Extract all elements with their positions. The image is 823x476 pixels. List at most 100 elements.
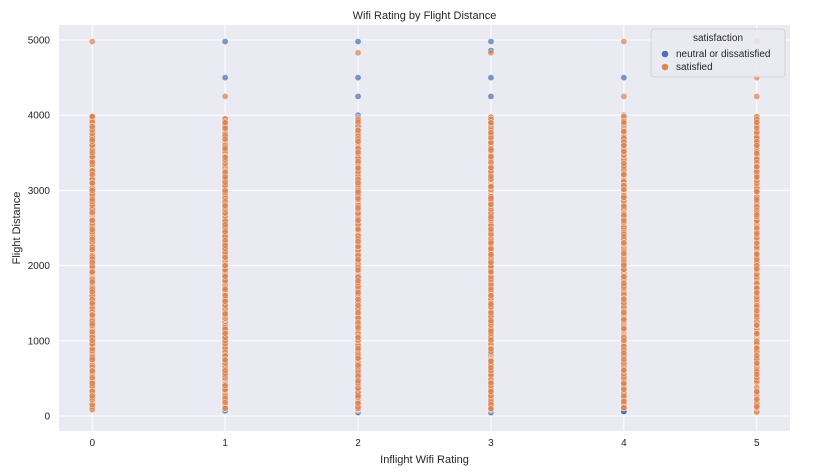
data-point-satisfied (354, 361, 362, 369)
y-axis-label: Flight Distance (11, 192, 23, 265)
data-point-satisfied (753, 289, 761, 296)
data-point-satisfied (88, 311, 96, 319)
data-point-satisfied (221, 310, 229, 318)
legend-box (650, 28, 786, 78)
data-point-satisfied (221, 173, 229, 181)
data-point-satisfied (620, 202, 628, 210)
data-point-satisfied (753, 330, 761, 337)
data-point-satisfied (221, 153, 229, 161)
data-point-satisfied (221, 93, 229, 100)
data-point-satisfied (753, 93, 761, 100)
data-point-satisfied (354, 189, 362, 196)
data-point-satisfied (487, 309, 495, 317)
data-point-satisfied (620, 119, 628, 127)
data-point-satisfied (88, 374, 96, 382)
data-point-satisfied (487, 239, 495, 247)
data-point-satisfied (487, 405, 495, 412)
data-point-satisfied (221, 125, 229, 132)
data-point-satisfied (88, 123, 96, 131)
data-point-satisfied (487, 195, 495, 202)
data-point-satisfied (354, 164, 362, 172)
data-point-satisfied (221, 135, 229, 143)
data-point-satisfied (487, 292, 495, 299)
data-point-satisfied (354, 377, 362, 385)
chart-title: Wifi Rating by Flight Distance (353, 10, 497, 22)
data-point-satisfied (354, 137, 362, 145)
data-point-satisfied (620, 232, 628, 240)
data-point-neutral (354, 93, 362, 100)
data-point-satisfied (620, 38, 628, 45)
data-point-satisfied (487, 119, 495, 126)
data-point-satisfied (487, 225, 495, 233)
data-point-satisfied (487, 364, 495, 372)
data-point-satisfied (354, 399, 362, 407)
legend-marker-satisfied (661, 63, 669, 71)
data-point-satisfied (88, 328, 96, 336)
data-point-satisfied (88, 195, 96, 203)
data-point-satisfied (753, 307, 761, 314)
data-point-satisfied (354, 179, 362, 187)
data-point-satisfied (88, 217, 96, 224)
y-tick-label: 4000 (28, 111, 51, 122)
data-point-neutral (354, 38, 362, 45)
data-point-satisfied (753, 163, 761, 171)
data-point-satisfied (487, 317, 495, 325)
x-tick-label: 2 (355, 438, 361, 449)
data-point-satisfied (354, 309, 362, 316)
x-tick-label: 3 (488, 438, 494, 449)
data-point-neutral (221, 38, 229, 45)
data-point-satisfied (88, 367, 96, 375)
data-point-satisfied (354, 148, 362, 156)
data-point-satisfied (221, 286, 229, 293)
data-point-satisfied (753, 403, 761, 410)
data-point-satisfied (620, 309, 628, 316)
data-point-satisfied (354, 49, 362, 57)
data-point-neutral (487, 93, 495, 100)
data-point-satisfied (620, 239, 628, 247)
y-tick-label: 5000 (28, 36, 51, 47)
x-axis-label: Inflight Wifi Rating (380, 454, 469, 466)
data-point-satisfied (753, 344, 761, 352)
data-point-satisfied (88, 278, 96, 286)
data-point-satisfied (487, 49, 495, 57)
data-point-satisfied (354, 323, 362, 331)
data-point-satisfied (487, 146, 495, 154)
data-point-neutral (620, 74, 628, 81)
data-point-satisfied (221, 367, 229, 374)
data-point-satisfied (620, 171, 628, 178)
data-point-satisfied (620, 316, 628, 323)
y-tick-label: 2000 (28, 261, 51, 272)
data-point-satisfied (487, 259, 495, 266)
data-point-satisfied (487, 358, 495, 365)
x-tick-label: 5 (754, 438, 760, 449)
data-point-satisfied (354, 204, 362, 212)
data-point-satisfied (221, 187, 229, 194)
data-point-satisfied (620, 262, 628, 269)
data-point-satisfied (221, 399, 229, 406)
data-point-satisfied (88, 136, 96, 143)
data-point-satisfied (487, 164, 495, 172)
data-point-satisfied (221, 382, 229, 390)
legend-label-satisfied: satisfied (676, 62, 713, 73)
data-point-satisfied (753, 118, 761, 126)
data-point-satisfied (620, 217, 628, 224)
data-point-satisfied (354, 217, 362, 225)
data-point-satisfied (221, 262, 229, 270)
data-point-satisfied (753, 188, 761, 195)
y-tick-label: 1000 (28, 336, 51, 347)
data-point-satisfied (88, 149, 96, 157)
data-point-satisfied (620, 147, 628, 155)
data-point-satisfied (354, 225, 362, 233)
data-point-satisfied (221, 356, 229, 364)
data-point-satisfied (354, 238, 362, 245)
data-point-satisfied (221, 273, 229, 280)
data-point-satisfied (620, 194, 628, 201)
data-point-satisfied (88, 187, 96, 194)
data-point-satisfied (221, 242, 229, 249)
data-point-satisfied (354, 296, 362, 303)
data-point-satisfied (354, 266, 362, 274)
data-point-satisfied (88, 337, 96, 344)
data-point-neutral (487, 74, 495, 81)
